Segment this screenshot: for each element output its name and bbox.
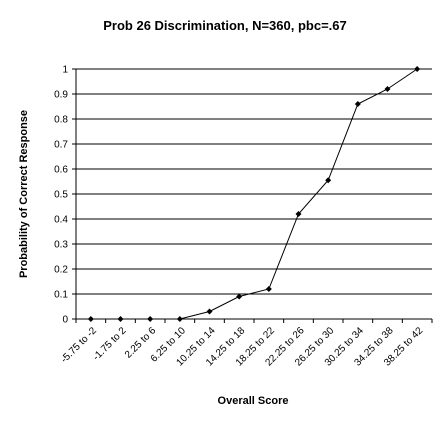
y-tick-label: 0.1 (54, 290, 68, 301)
data-point (147, 316, 154, 322)
data-point (384, 86, 391, 92)
gridlines (76, 68, 432, 320)
y-tick-label: 0.8 (54, 115, 68, 126)
data-point (414, 66, 421, 72)
chart-title: Prob 26 Discrimination, N=360, pbc=.67 (103, 18, 346, 33)
y-tick-label: 0.5 (54, 190, 68, 201)
data-point (87, 316, 94, 322)
x-axis-label: Overall Score (218, 395, 289, 407)
data-point (295, 211, 302, 217)
data-point (176, 316, 183, 322)
x-tick-labels: -5.75 to -2-1.75 to 22.25 to 66.25 to 10… (59, 325, 426, 368)
series-line (90, 68, 418, 320)
x-tick-label: -5.75 to -2 (59, 325, 99, 365)
axes (72, 68, 433, 323)
y-tick-label: 0.3 (54, 240, 68, 251)
data-point (354, 101, 361, 107)
data-point (236, 293, 243, 300)
y-tick-label: 0.7 (54, 140, 68, 151)
y-axis-label: Probability of Correct Response (18, 110, 30, 278)
y-tick-label: 0 (62, 315, 68, 326)
y-tick-label: 0.2 (54, 265, 68, 276)
data-point (206, 308, 213, 315)
y-tick-label: 1 (62, 65, 68, 76)
y-tick-labels: 0 0.1 0.2 0.3 0.4 0.5 0.6 0.7 0.8 0.9 1 (54, 65, 68, 326)
data-point (265, 286, 272, 292)
y-tick-label: 0.6 (54, 165, 68, 176)
series (87, 66, 421, 322)
y-tick-label: 0.9 (54, 90, 68, 101)
y-tick-label: 0.4 (54, 215, 68, 226)
x-tick-label: -1.75 to 2 (91, 325, 129, 363)
data-point (117, 316, 124, 322)
data-point (325, 177, 332, 184)
